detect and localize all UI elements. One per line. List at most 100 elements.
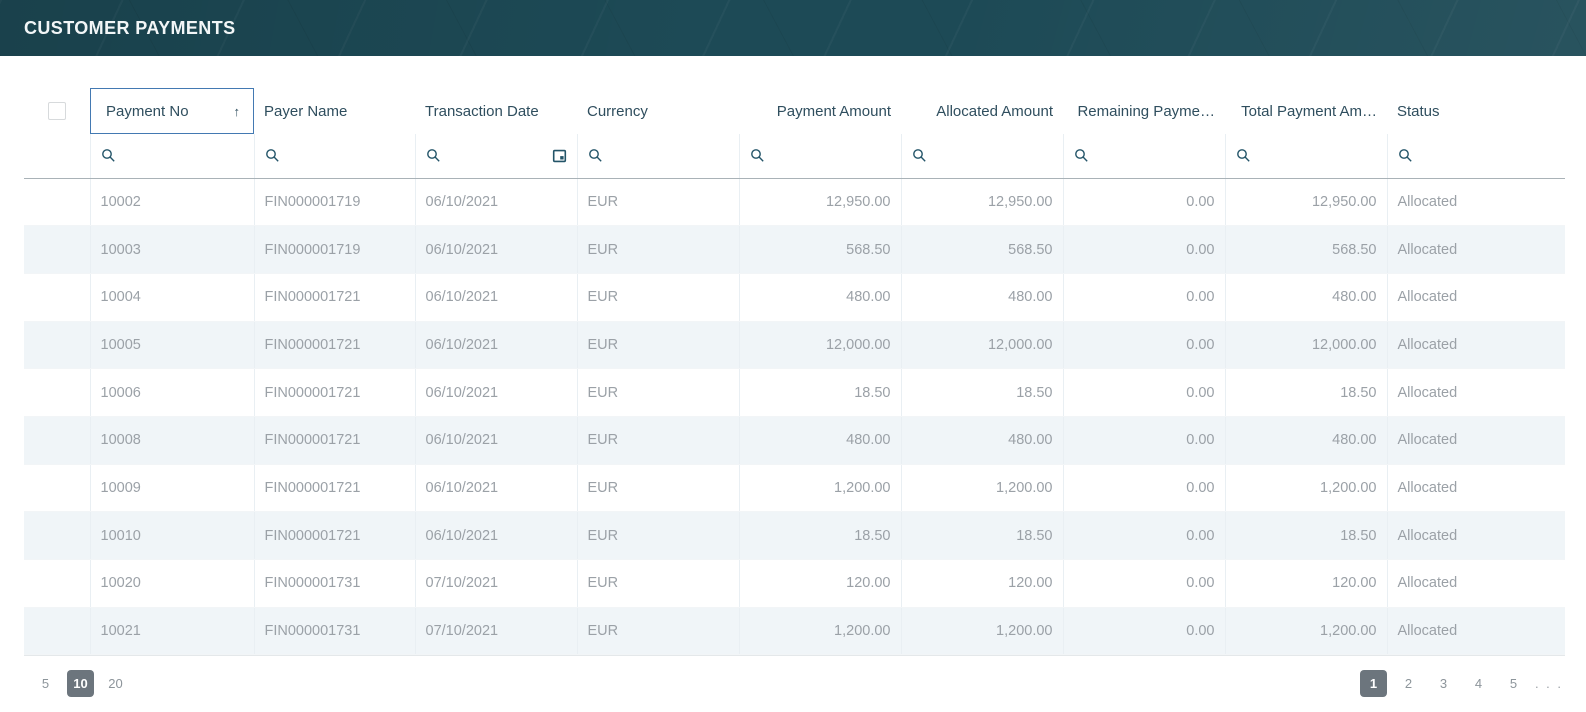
page-button-4[interactable]: 4	[1474, 676, 1483, 692]
cell-transaction-date: 06/10/2021	[415, 321, 578, 370]
grid-header-row: Payment No ↑ Payer Name Transaction Date…	[24, 88, 1565, 134]
search-icon[interactable]	[1398, 148, 1413, 163]
cell-status: Allocated	[1387, 559, 1565, 608]
table-row[interactable]: 10010 FIN000001721 06/10/2021 EUR 18.50 18.50…	[24, 511, 1565, 560]
table-row[interactable]: 10009 FIN000001721 06/10/2021 EUR 1,200.00 1,…	[24, 464, 1565, 513]
calendar-icon[interactable]	[552, 148, 567, 163]
table-row[interactable]: 10021 FIN000001731 07/10/2021 EUR 1,200.00 1,…	[24, 607, 1565, 656]
row-select-cell[interactable]	[24, 368, 91, 417]
page-size-10[interactable]: 10	[67, 670, 94, 698]
column-header-remaining-payment[interactable]: Remaining Payme…	[1077, 102, 1215, 120]
cell-remaining-payment: 0.00	[1063, 225, 1226, 274]
cell-currency: EUR	[577, 178, 740, 227]
search-icon[interactable]	[912, 148, 927, 163]
cell-status: Allocated	[1387, 321, 1565, 370]
cell-payment-amount: 18.50	[739, 511, 902, 560]
cell-status: Allocated	[1387, 416, 1565, 465]
cell-transaction-date: 07/10/2021	[415, 607, 578, 656]
row-select-cell[interactable]	[24, 225, 91, 274]
cell-payer-name: FIN000001721	[254, 273, 416, 322]
search-icon[interactable]	[426, 148, 441, 163]
page-button-5[interactable]: 5	[1509, 676, 1518, 692]
filter-input-payment-amount[interactable]	[770, 143, 891, 168]
search-icon[interactable]	[750, 148, 765, 163]
table-row[interactable]: 10002 FIN000001719 06/10/2021 EUR 12,950.00 1…	[24, 178, 1565, 227]
column-header-currency[interactable]: Currency	[587, 102, 648, 120]
cell-allocated-amount: 480.00	[901, 416, 1064, 465]
data-grid-table: Payment No ↑ Payer Name Transaction Date…	[24, 88, 1565, 656]
search-icon[interactable]	[1074, 148, 1089, 163]
cell-status: Allocated	[1387, 178, 1565, 227]
cell-status: Allocated	[1387, 225, 1565, 274]
filter-input-transaction-date[interactable]	[446, 143, 552, 168]
row-select-cell[interactable]	[24, 511, 91, 560]
cell-payer-name: FIN000001721	[254, 464, 416, 513]
page-button-3[interactable]: 3	[1439, 676, 1448, 692]
cell-payment-amount: 12,950.00	[739, 178, 902, 227]
select-all-checkbox[interactable]	[48, 102, 66, 121]
column-header-status[interactable]: Status	[1397, 102, 1440, 120]
page-size-5[interactable]: 5	[41, 676, 50, 692]
column-header-allocated-amount[interactable]: Allocated Amount	[936, 102, 1053, 120]
cell-allocated-amount: 1,200.00	[901, 607, 1064, 656]
cell-transaction-date: 06/10/2021	[415, 368, 578, 417]
cell-transaction-date: 06/10/2021	[415, 178, 578, 227]
cell-payment-no: 10009	[90, 464, 255, 513]
column-header-payment-amount[interactable]: Payment Amount	[776, 102, 891, 120]
row-select-cell[interactable]	[24, 416, 91, 465]
filter-input-currency[interactable]	[608, 143, 729, 168]
filter-input-status[interactable]	[1418, 143, 1555, 168]
table-row[interactable]: 10008 FIN000001721 06/10/2021 EUR 480.00 480.…	[24, 416, 1565, 465]
search-icon[interactable]	[1236, 148, 1251, 163]
cell-payment-amount: 120.00	[739, 559, 902, 608]
cell-allocated-amount: 120.00	[901, 559, 1064, 608]
column-header-transaction-date[interactable]: Transaction Date	[425, 102, 539, 120]
page-title: CUSTOMER PAYMENTS	[24, 17, 236, 38]
cell-remaining-payment: 0.00	[1063, 559, 1226, 608]
filter-cell-select	[24, 134, 91, 179]
cell-allocated-amount: 12,950.00	[901, 178, 1064, 227]
row-select-cell[interactable]	[24, 607, 91, 656]
cell-payer-name: FIN000001719	[254, 225, 416, 274]
filter-input-payer-name[interactable]	[285, 143, 405, 168]
filter-input-total-payment-amount[interactable]	[1256, 143, 1377, 168]
search-icon[interactable]	[588, 148, 603, 163]
row-select-cell[interactable]	[24, 464, 91, 513]
filter-input-remaining-payment[interactable]	[1094, 143, 1215, 168]
search-icon[interactable]	[265, 148, 280, 163]
cell-currency: EUR	[577, 321, 740, 370]
filter-input-payment-no[interactable]	[121, 143, 244, 168]
column-header-payer-name[interactable]: Payer Name	[264, 102, 348, 120]
cell-remaining-payment: 0.00	[1063, 416, 1226, 465]
column-header-payment-no[interactable]: Payment No ↑	[90, 88, 254, 134]
table-row[interactable]: 10005 FIN000001721 06/10/2021 EUR 12,000.00 1…	[24, 321, 1565, 370]
cell-payment-amount: 480.00	[739, 273, 902, 322]
row-select-cell[interactable]	[24, 178, 91, 227]
page-size-20[interactable]: 20	[108, 676, 123, 692]
row-select-cell[interactable]	[24, 273, 91, 322]
cell-remaining-payment: 0.00	[1063, 368, 1226, 417]
cell-payment-no: 10004	[90, 273, 255, 322]
row-select-cell[interactable]	[24, 321, 91, 370]
cell-currency: EUR	[577, 368, 740, 417]
column-header-total-payment-amount[interactable]: Total Payment Am…	[1241, 102, 1377, 120]
cell-total-payment-amount: 12,000.00	[1225, 321, 1388, 370]
page-button-2[interactable]: 2	[1404, 676, 1413, 692]
cell-currency: EUR	[577, 225, 740, 274]
filter-cell-total-payment-amount	[1225, 134, 1388, 179]
table-row[interactable]: 10006 FIN000001721 06/10/2021 EUR 18.50 18.50…	[24, 368, 1565, 417]
cell-payment-amount: 1,200.00	[739, 464, 902, 513]
cell-remaining-payment: 0.00	[1063, 607, 1226, 656]
table-row[interactable]: 10004 FIN000001721 06/10/2021 EUR 480.00 480.…	[24, 273, 1565, 322]
search-icon[interactable]	[101, 148, 116, 163]
grid-body: 10002 FIN000001719 06/10/2021 EUR 12,950.00 1…	[24, 178, 1565, 656]
filter-input-allocated-amount[interactable]	[932, 143, 1053, 168]
cell-total-payment-amount: 12,950.00	[1225, 178, 1388, 227]
filter-cell-status	[1387, 134, 1565, 179]
table-row[interactable]: 10003 FIN000001719 06/10/2021 EUR 568.50 568.…	[24, 225, 1565, 274]
row-select-cell[interactable]	[24, 559, 91, 608]
cell-total-payment-amount: 18.50	[1225, 511, 1388, 560]
page-button-1[interactable]: 1	[1359, 670, 1387, 698]
table-row[interactable]: 10020 FIN000001731 07/10/2021 EUR 120.00 120.…	[24, 559, 1565, 608]
cell-allocated-amount: 480.00	[901, 273, 1064, 322]
